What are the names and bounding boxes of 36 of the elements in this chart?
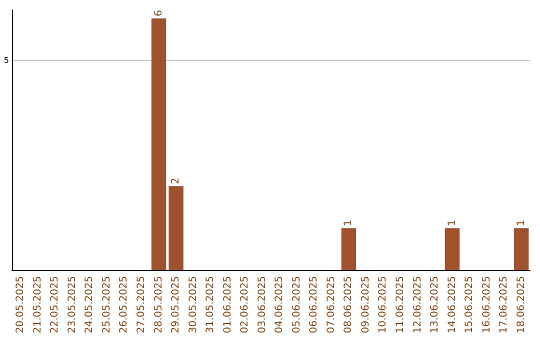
x-tick-label: 25.05.2025 — [101, 276, 112, 334]
x-tick-label: 11.06.2025 — [395, 276, 406, 334]
x-tick-label: 14.06.2025 — [446, 276, 458, 334]
x-tick-label: 10.06.2025 — [378, 276, 389, 334]
x-tick-label: 15.06.2025 — [464, 276, 476, 334]
x-tick-label: 24.05.2025 — [84, 276, 96, 334]
x-tick-label: 28.05.2025 — [153, 276, 164, 334]
x-tick-label: 13.06.2025 — [430, 276, 441, 334]
x-tick-label: 20.05.2025 — [15, 276, 26, 334]
x-tick-label: 09.06.2025 — [360, 276, 372, 334]
x-tick-label: 16.06.2025 — [481, 276, 492, 334]
x-tick-label: 02.06.2025 — [240, 276, 251, 334]
x-tick-label: 31.05.2025 — [205, 276, 216, 334]
x-tick-label: 29.05.2025 — [170, 276, 182, 334]
x-tick-label: 12.06.2025 — [412, 276, 424, 334]
x-tick-label: 18.06.2025 — [516, 276, 527, 334]
x-tick-label: 23.05.2025 — [66, 276, 78, 334]
x-tick-label: 03.06.2025 — [256, 276, 268, 334]
x-tick-label: 07.06.2025 — [326, 276, 337, 334]
data-label: 1 — [343, 220, 354, 226]
data-label: 1 — [446, 220, 458, 226]
x-tick-label: 27.05.2025 — [136, 276, 147, 334]
data-label: 1 — [516, 220, 527, 226]
x-tick-label: 26.05.2025 — [118, 276, 130, 334]
x-tick-label: 06.06.2025 — [308, 276, 320, 334]
data-label: 6 — [153, 10, 164, 16]
x-tick-label: 22.05.2025 — [50, 276, 61, 334]
y-tick-label: 5 — [4, 56, 9, 65]
x-tick-label: 04.06.2025 — [274, 276, 286, 334]
x-tick-label: 30.05.2025 — [188, 276, 199, 334]
x-tick-label: 17.06.2025 — [498, 276, 510, 334]
x-tick-label: 05.06.2025 — [291, 276, 302, 334]
x-tick-label: 01.06.2025 — [222, 276, 234, 334]
x-tick-label: 08.06.2025 — [343, 276, 354, 334]
data-label: 2 — [170, 178, 182, 184]
x-tick-label: 21.05.2025 — [32, 276, 44, 334]
